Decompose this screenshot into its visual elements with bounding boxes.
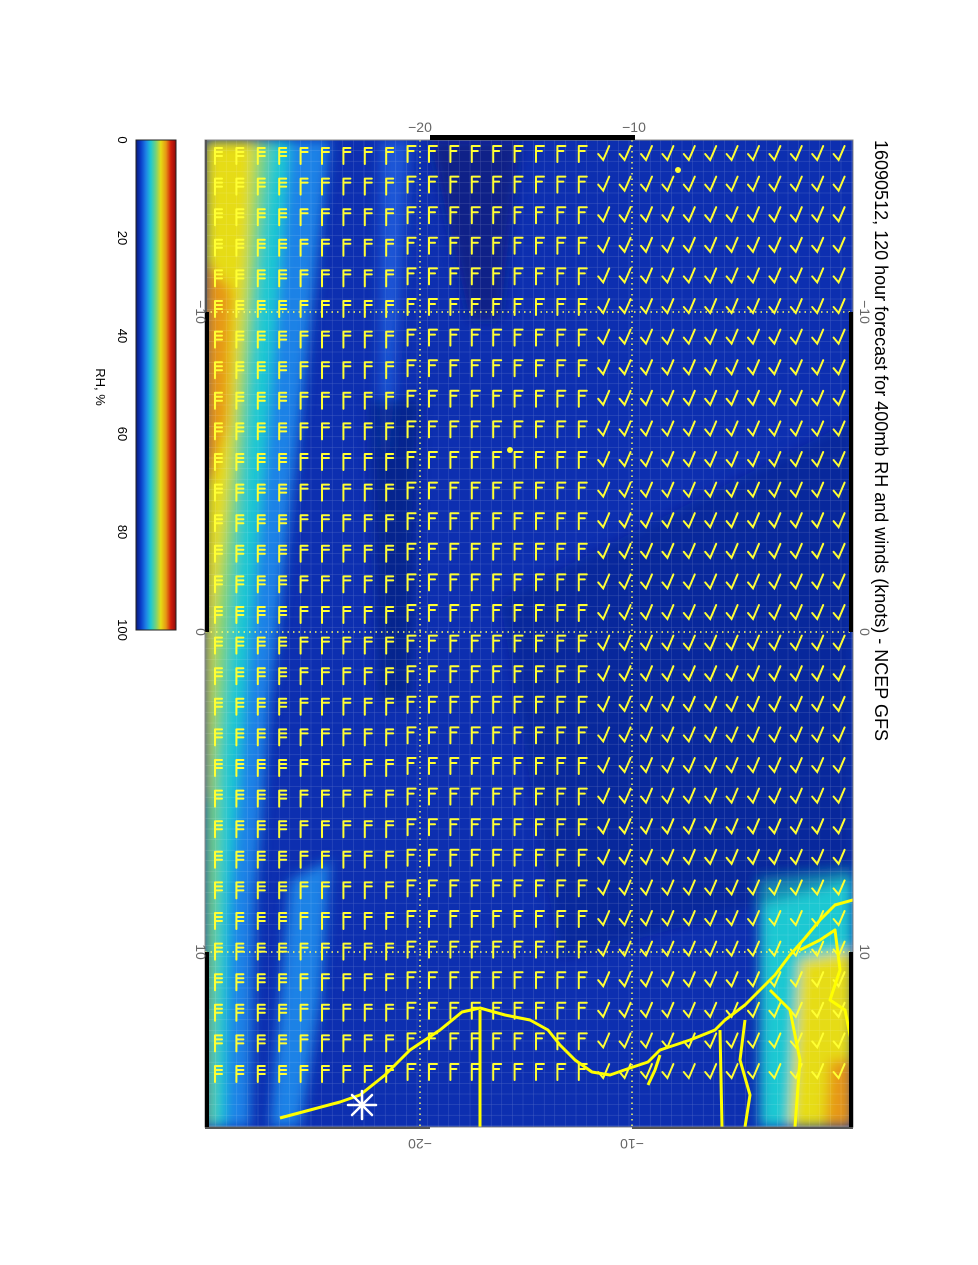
right-tick-label: 10 [857, 944, 873, 960]
colorbar-tick-label: 20 [115, 231, 130, 245]
graticule [205, 140, 853, 1127]
colorbar-ramp [136, 140, 176, 630]
left-tick-label: 10 [193, 944, 209, 960]
fine-grid [205, 140, 853, 1127]
colorbar-tick-label: 80 [115, 525, 130, 539]
axis-frame [205, 135, 853, 1129]
bottom-tick-label: −10 [620, 1136, 644, 1152]
top-tick-label: −10 [622, 119, 646, 135]
figure-title: 16090512, 120 hour forecast for 400mb RH… [871, 140, 891, 741]
map-panel [205, 140, 853, 1127]
left-tick-label: −10 [193, 300, 209, 324]
right-tick-label: −10 [857, 300, 873, 324]
rh-field [205, 140, 853, 1127]
colorbar-ticks: 0 20 40 60 80 100 [115, 136, 130, 640]
colorbar: 0 20 40 60 80 100 RH, % [93, 136, 177, 641]
colorbar-tick-label: 40 [115, 329, 130, 343]
bottom-tick-label: −20 [408, 1136, 432, 1152]
coastline [279, 898, 853, 1127]
colorbar-tick-label: 0 [115, 136, 130, 143]
colorbar-tick-label: 100 [115, 619, 130, 641]
asterisk-marker [346, 1089, 378, 1121]
axis-tick-labels: −20 −10 −20 −10 −10 0 10 −10 0 10 [193, 119, 873, 1152]
colorbar-label: RH, % [93, 368, 108, 406]
top-tick-label: −20 [408, 119, 432, 135]
right-tick-label: 0 [857, 628, 873, 636]
colorbar-tick-label: 60 [115, 427, 130, 441]
left-tick-label: 0 [193, 628, 209, 636]
